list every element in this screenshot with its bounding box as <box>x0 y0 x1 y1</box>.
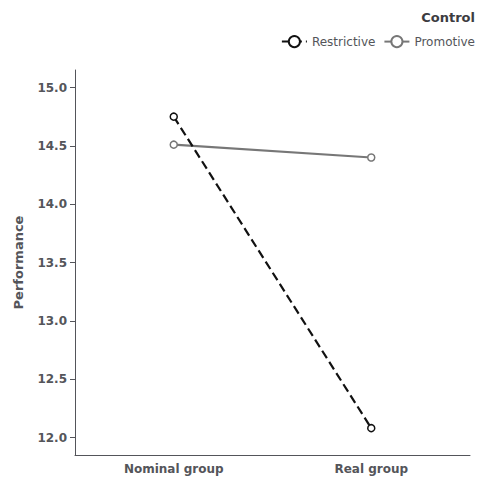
svg-text:13.5: 13.5 <box>37 256 67 270</box>
svg-text:Restrictive: Restrictive <box>312 35 376 49</box>
svg-text:Performance: Performance <box>11 215 26 309</box>
svg-text:12.0: 12.0 <box>37 431 67 445</box>
svg-text:12.5: 12.5 <box>37 372 67 386</box>
svg-text:14.5: 14.5 <box>37 139 67 153</box>
svg-text:Nominal group: Nominal group <box>124 462 224 476</box>
svg-text:Control: Control <box>421 10 475 25</box>
svg-text:Real group: Real group <box>334 462 408 476</box>
svg-text:13.0: 13.0 <box>37 314 67 328</box>
svg-text:15.0: 15.0 <box>37 81 67 95</box>
svg-text:14.0: 14.0 <box>37 197 67 211</box>
svg-text:Promotive: Promotive <box>414 35 475 49</box>
